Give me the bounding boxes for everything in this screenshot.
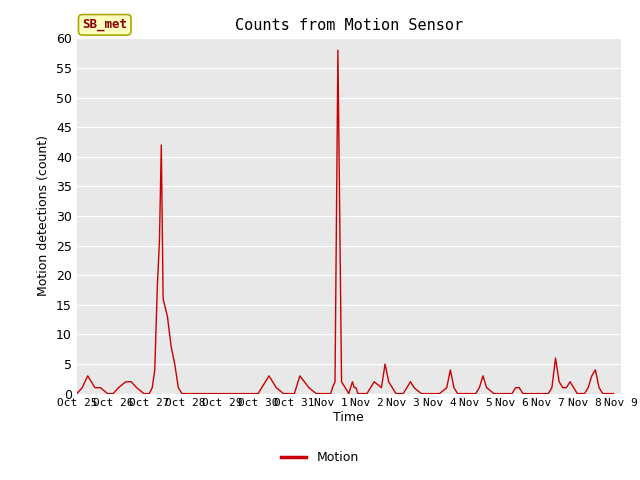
Legend: Motion: Motion — [276, 446, 364, 469]
Text: SB_met: SB_met — [82, 18, 127, 31]
Y-axis label: Motion detections (count): Motion detections (count) — [37, 135, 51, 297]
Title: Counts from Motion Sensor: Counts from Motion Sensor — [235, 18, 463, 33]
X-axis label: Time: Time — [333, 411, 364, 424]
